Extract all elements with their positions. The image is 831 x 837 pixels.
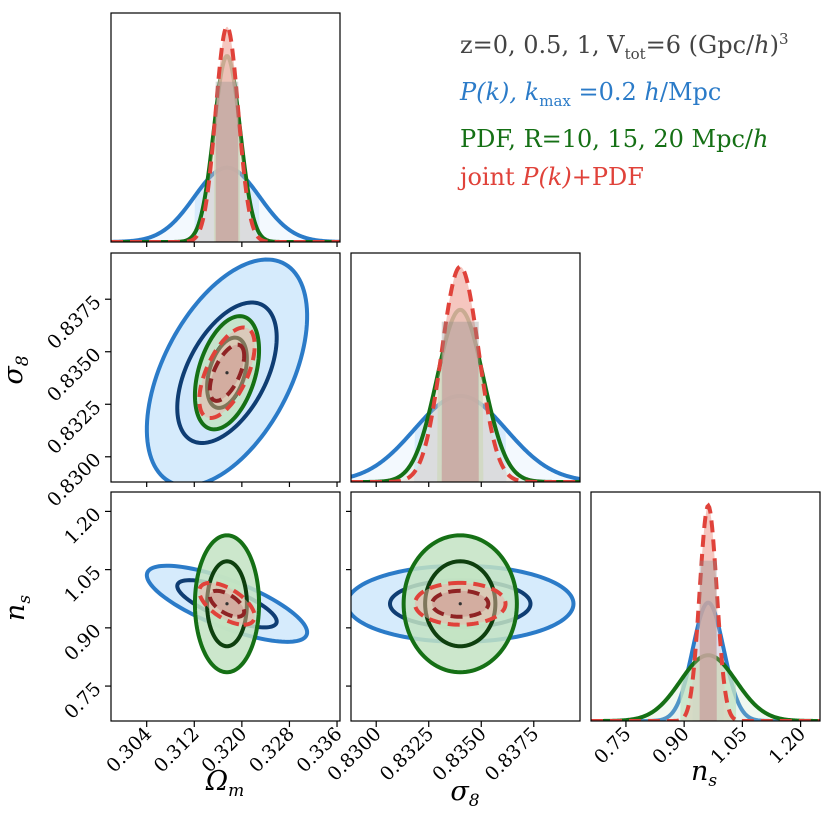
panel-frame-1-0 [110,252,341,483]
panel-frame-1-1 [350,252,581,483]
fiducial-point [225,371,229,375]
marginal-om [111,24,340,242]
xtick-label-om: 0.328 [245,723,299,777]
legend-pk-value: =0.2 [570,77,645,106]
legend-entry-joint: joint P(k)+PDF [460,158,789,196]
legend-pk-unit: /Mpc [659,77,722,106]
ytick-label-s8: 0.8350 [43,344,106,407]
ylabel-s8: σ8 [0,355,33,384]
legend-survey-sup: 3 [778,30,789,48]
legend-survey-text: z=0, 0.5, 1, V [460,31,625,59]
legend-pk-h: h [644,77,660,106]
legend-pk-sub: max [539,91,571,110]
contours-om-ns [144,533,310,675]
legend-entry-survey: z=0, 0.5, 1, Vtot=6 (Gpc/h)3 [460,20,789,73]
marginal-band-joint [215,26,239,242]
legend-survey-end: ) [769,31,779,59]
legend-pk-text: P(k), k [460,77,540,106]
ylabel-sub-ns: s [15,595,35,604]
xlabel-sub-s8: 8 [469,791,480,811]
xlabel-ns: ns [691,756,717,791]
ytick-label-s8: 0.8325 [43,396,106,459]
ytick-label-ns: 0.90 [60,620,105,665]
ytick-label-ns: 1.20 [60,503,105,548]
marginal-overlap-band [441,321,479,482]
legend-survey-h: h [754,31,770,59]
xtick-label-ns: 0.90 [648,723,693,768]
marginal-ns [591,502,820,721]
xtick-label-ns: 1.05 [706,723,751,768]
xlabel-sub-ns: s [708,771,717,791]
xtick-label-ns: 0.75 [590,723,635,768]
ytick-label-ns: 1.05 [60,562,105,607]
ytick-label-s8: 0.8300 [43,449,106,512]
fiducial-point [458,602,462,606]
panel-frame-2-1 [350,491,581,722]
legend: z=0, 0.5, 1, Vtot=6 (Gpc/h)3 P(k), kmax … [460,20,789,196]
xtick-label-s8: 0.8375 [481,723,544,786]
contours-om-s8 [144,257,310,482]
legend-entry-pk: P(k), kmax =0.2 h/Mpc [460,73,789,120]
marginal-area-joint [351,266,580,482]
xlabel-s8: σ8 [450,776,479,811]
legend-pdf-h: h [752,124,769,153]
marginal-band-joint [699,505,717,721]
contours-s8-ns [351,533,576,675]
xlabel-sub-om: m [228,781,244,801]
legend-joint-text: joint [460,162,523,191]
xtick-label-s8: 0.8325 [376,723,439,786]
ylabel-ns: ns [0,595,35,621]
marginal-s8 [351,264,580,482]
marginal-band-joint [441,266,479,482]
legend-entry-pdf: PDF, R=10, 15, 20 Mpc/h [460,120,789,158]
ytick-label-ns: 0.75 [60,678,105,723]
legend-pdf-text: PDF, R=10, 15, 20 Mpc/ [460,124,753,153]
panel-frame-2-2 [590,491,821,722]
xtick-label-om: 0.312 [150,723,204,777]
legend-joint-pdf: +PDF [571,162,644,191]
panel-frame-2-0 [110,491,341,722]
legend-survey-sub: tot [624,44,646,63]
xlabel-om: Ωm [205,766,245,801]
panel-frame-0-0 [110,12,341,243]
xtick-label-ns: 1.20 [765,723,810,768]
ylabel-sub-s8: 8 [13,355,33,366]
marginal-overlap-band [699,560,717,721]
ytick-label-s8: 0.8375 [43,291,106,354]
marginal-area-joint [111,26,340,242]
xtick-label-om: 0.304 [102,723,156,777]
marginal-curve-joint [591,502,820,721]
marginal-overlap-band [215,81,239,242]
legend-survey-tail: =6 (Gpc/ [645,31,755,59]
legend-joint-pk: P(k) [522,162,572,191]
marginal-area-joint [591,505,820,721]
fiducial-point [225,602,229,606]
